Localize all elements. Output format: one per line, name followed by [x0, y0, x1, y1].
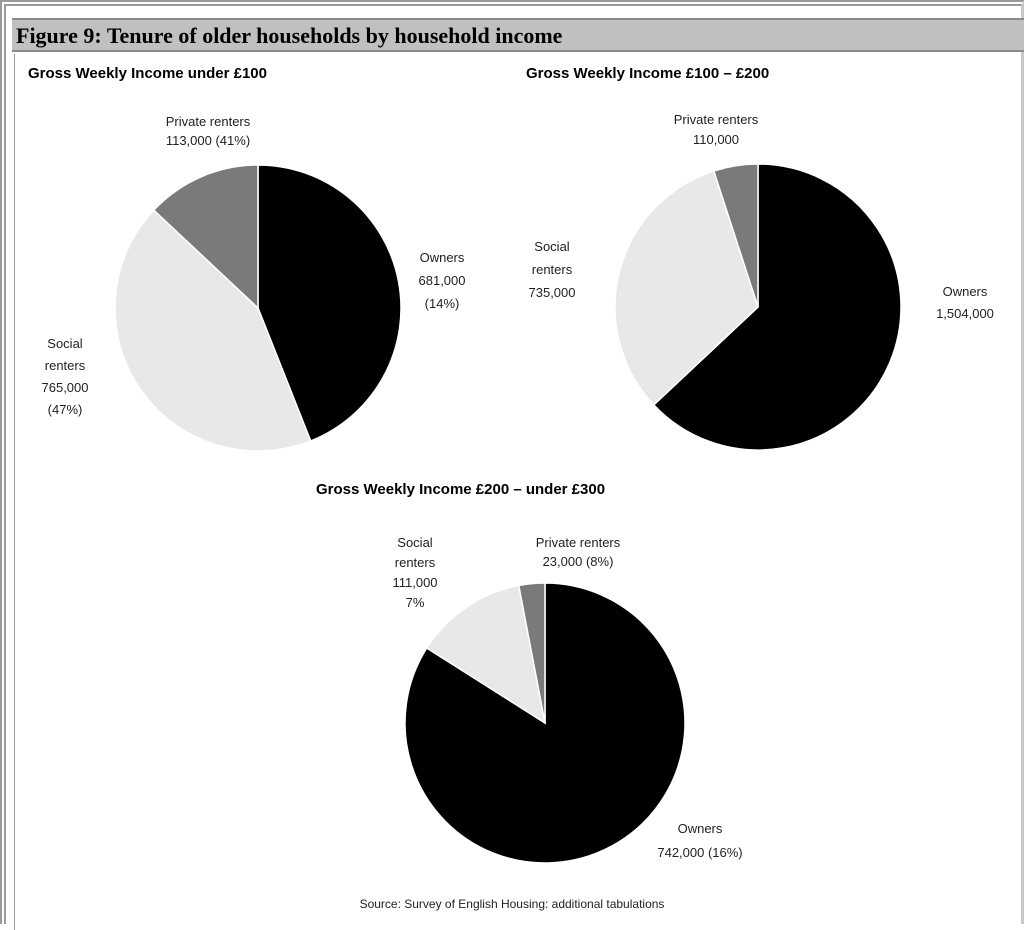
label-private-100-200: Private renters 110,000 — [674, 112, 759, 147]
pie-slice-private — [152, 164, 259, 310]
pie-slice-social — [425, 584, 547, 725]
label-owners-under-100-line-1: Owners — [420, 250, 465, 265]
pie-slices-under-100 — [114, 164, 402, 452]
label-social-200-300-line-2: renters — [395, 555, 436, 570]
label-social-200-300: Social renters 111,000 7% — [392, 535, 437, 610]
label-owners-100-200-line-1: Owners — [943, 284, 988, 299]
label-owners-100-200-line-2: 1,504,000 — [936, 306, 994, 321]
pie-slice-owners — [257, 164, 402, 442]
pie-slice-social — [114, 209, 312, 452]
label-owners-under-100-line-3: (14%) — [425, 296, 460, 311]
label-social-200-300-line-3: 111,000 — [392, 575, 437, 590]
label-social-100-200-line-1: Social — [534, 239, 570, 254]
frame-rule — [14, 54, 15, 930]
label-social-200-300-line-1: Social — [397, 535, 433, 550]
label-owners-100-200: Owners 1,504,000 — [936, 284, 994, 321]
figure-header: Figure 9: Tenure of older households by … — [12, 18, 1024, 52]
pie-slices-100-200 — [614, 163, 902, 451]
label-private-200-300-line-2: 23,000 (8%) — [543, 554, 614, 569]
label-owners-200-300-line-1: Owners — [678, 821, 723, 836]
label-social-under-100-line-1: Social — [47, 336, 83, 351]
label-private-under-100-line-2: 113,000 (41%) — [166, 133, 250, 148]
pie-slice-social — [614, 170, 759, 406]
pie-slice-private — [712, 163, 759, 308]
label-owners-200-300-line-2: 742,000 (16%) — [657, 845, 742, 860]
label-owners-under-100-line-2: 681,000 — [419, 273, 466, 288]
label-private-under-100-line-1: Private renters — [166, 114, 251, 129]
pie-slice-owners — [404, 582, 686, 864]
label-social-100-200: Social renters 735,000 — [529, 239, 576, 300]
pie-chart-under-100: Gross Weekly Income under £100 Private r… — [28, 65, 466, 452]
label-social-100-200-line-3: 735,000 — [529, 285, 576, 300]
pie-chart-200-300: Gross Weekly Income £200 – under £300 Pr… — [316, 481, 743, 864]
source-note: Source: Survey of English Housing: addit… — [360, 897, 665, 911]
pie-title-100-200: Gross Weekly Income £100 – £200 — [526, 65, 769, 82]
label-private-under-100: Private renters 113,000 (41%) — [166, 114, 251, 148]
pie-slice-owners — [652, 163, 902, 451]
pie-chart-100-200: Gross Weekly Income £100 – £200 Private … — [526, 65, 994, 451]
pie-title-under-100: Gross Weekly Income under £100 — [28, 65, 267, 82]
pie-slices-200-300 — [404, 582, 686, 864]
label-social-under-100-line-3: 765,000 — [42, 380, 89, 395]
figure-title: Figure 9: Tenure of older households by … — [16, 23, 563, 48]
label-social-200-300-line-4: 7% — [406, 595, 425, 610]
label-private-200-300-line-1: Private renters — [536, 535, 621, 550]
pie-slice-private — [517, 582, 546, 724]
label-private-100-200-line-2: 110,000 — [693, 132, 739, 147]
label-owners-under-100: Owners 681,000 (14%) — [419, 250, 466, 311]
label-social-under-100-line-2: renters — [45, 358, 86, 373]
label-social-under-100: Social renters 765,000 (47%) — [42, 336, 89, 417]
pie-title-200-300: Gross Weekly Income £200 – under £300 — [316, 481, 605, 498]
label-private-100-200-line-1: Private renters — [674, 112, 759, 127]
label-social-under-100-line-4: (47%) — [48, 402, 83, 417]
label-owners-200-300: Owners 742,000 (16%) — [657, 821, 742, 860]
label-social-100-200-line-2: renters — [532, 262, 573, 277]
label-private-200-300: Private renters 23,000 (8%) — [536, 535, 621, 569]
